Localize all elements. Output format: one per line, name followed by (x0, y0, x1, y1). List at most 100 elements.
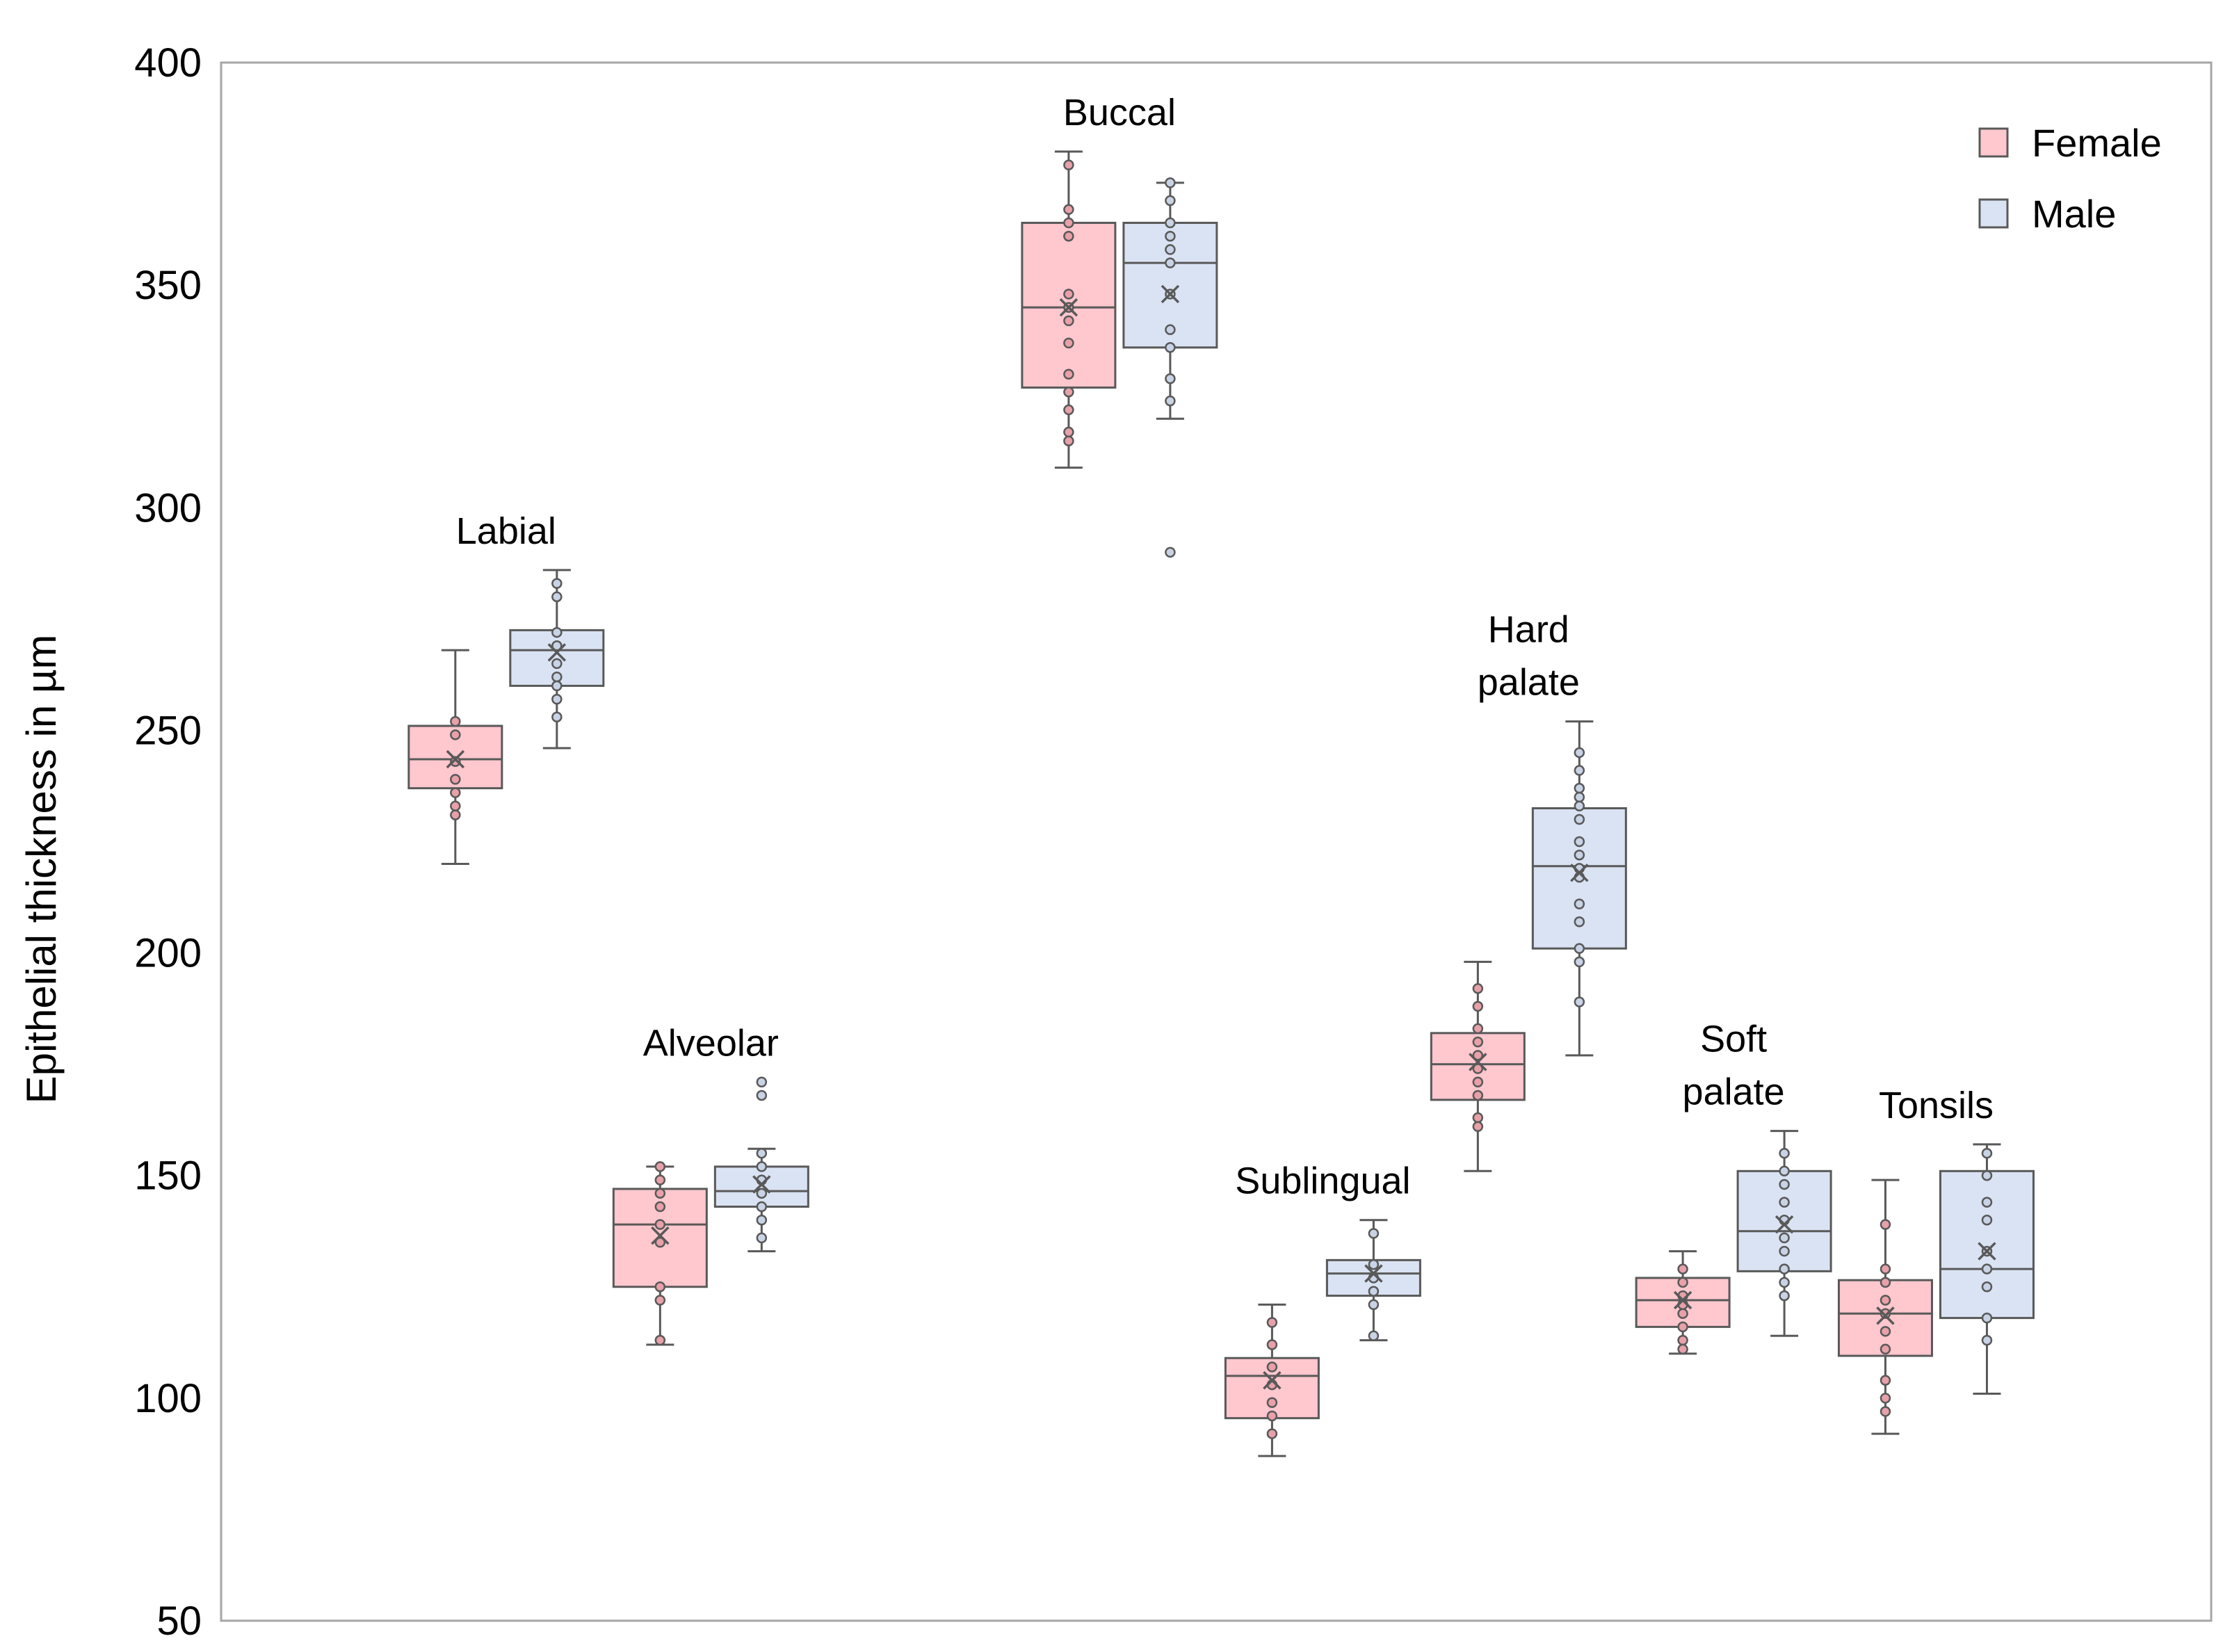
mean-marker (1059, 298, 1078, 317)
group-label: Soft (1700, 1019, 1767, 1060)
legend-swatch (1978, 198, 2009, 229)
data-point (450, 774, 461, 785)
data-point (450, 756, 461, 767)
data-point (1063, 337, 1074, 349)
legend: Female Male (1978, 121, 2162, 236)
data-point (1677, 1308, 1688, 1319)
mean-marker (547, 643, 567, 662)
data-point (1165, 177, 1176, 188)
data-point (1880, 1406, 1891, 1417)
box-male (509, 569, 605, 750)
y-axis-ticks: 50 100 150 200 250 300 350 400 (134, 40, 202, 1644)
legend-label: Female (2032, 121, 2162, 165)
data-point (654, 1161, 666, 1172)
data-point (654, 1281, 666, 1293)
data-point (1472, 1001, 1484, 1012)
data-point (551, 578, 563, 589)
group-label: Sublingual (1235, 1160, 1410, 1202)
data-point (756, 1147, 768, 1159)
data-point (1880, 1343, 1891, 1355)
mean-marker (1876, 1306, 1895, 1325)
y-tick-label: 50 (156, 1598, 202, 1644)
box-male (1531, 720, 1627, 1057)
data-point (1165, 395, 1176, 407)
y-tick-label: 250 (134, 708, 202, 753)
mean-marker (1673, 1290, 1692, 1310)
mean-marker (1469, 1053, 1487, 1071)
data-point (450, 715, 461, 727)
data-point (450, 809, 461, 820)
data-point (450, 787, 461, 798)
data-point (1574, 943, 1585, 954)
y-tick-label: 300 (134, 485, 202, 531)
data-point (1063, 404, 1074, 416)
data-point (1779, 1290, 1790, 1302)
data-point (1472, 1063, 1484, 1074)
box-male (1122, 177, 1218, 558)
data-point (756, 1076, 768, 1088)
data-point (1165, 230, 1176, 242)
data-point (1677, 1263, 1688, 1274)
data-point (1981, 1334, 1993, 1346)
data-point (1368, 1228, 1380, 1239)
data-point (1165, 324, 1176, 335)
group-label: Hard (1488, 609, 1569, 651)
y-tick-label: 200 (134, 931, 202, 976)
data-point (1574, 849, 1585, 861)
data-point (1063, 426, 1074, 438)
data-point (1063, 217, 1074, 229)
box-female (1021, 150, 1117, 469)
group-label: palate (1478, 662, 1580, 704)
data-point (654, 1188, 666, 1199)
data-point (1368, 1299, 1380, 1311)
data-point (1574, 813, 1585, 825)
box-rect (713, 1165, 809, 1208)
data-point (1574, 898, 1585, 909)
box-female (1635, 1250, 1731, 1355)
data-point (1981, 1312, 1993, 1324)
data-point (1266, 1410, 1278, 1422)
data-point (1472, 1090, 1484, 1101)
data-point (1880, 1219, 1891, 1230)
box-groups: Labial Alveolar Buccal Sublingual Hard palate… (407, 92, 2035, 1457)
legend-label: Male (2032, 192, 2116, 236)
data-point (1880, 1375, 1891, 1386)
data-point (1368, 1330, 1380, 1341)
group-label: palate (1683, 1071, 1785, 1113)
box-male (1736, 1130, 1832, 1337)
box-male (1325, 1219, 1421, 1342)
data-point (1779, 1232, 1790, 1244)
data-point (1981, 1197, 1993, 1208)
data-point (1368, 1286, 1380, 1297)
data-point (551, 591, 563, 603)
mean-marker (651, 1226, 670, 1245)
data-point (551, 711, 563, 722)
data-point (1063, 230, 1074, 242)
box-group: Alveolar (612, 1022, 809, 1346)
data-point (1981, 1169, 1993, 1181)
data-point (756, 1188, 768, 1199)
data-point (1165, 342, 1176, 353)
data-point (1779, 1147, 1790, 1159)
data-point (1472, 1036, 1484, 1048)
group-label: Tonsils (1879, 1085, 1994, 1126)
legend-swatch (1978, 127, 2009, 158)
data-point (1063, 159, 1074, 171)
data-point (756, 1090, 768, 1101)
y-tick-label: 400 (134, 40, 202, 86)
data-point (756, 1232, 768, 1244)
data-point (1880, 1326, 1891, 1337)
data-point (1165, 257, 1176, 268)
y-tick-label: 150 (134, 1153, 202, 1199)
data-point (1981, 1214, 1993, 1226)
box-female (1430, 960, 1526, 1172)
mean-marker (1263, 1371, 1282, 1390)
box-group: Buccal (1021, 92, 1218, 558)
data-point (1574, 800, 1585, 812)
mean-marker (752, 1175, 771, 1194)
data-point (1063, 315, 1074, 327)
data-point (1880, 1393, 1891, 1404)
data-point (1677, 1321, 1688, 1333)
data-point (1472, 1023, 1484, 1035)
data-point (1981, 1263, 1993, 1274)
